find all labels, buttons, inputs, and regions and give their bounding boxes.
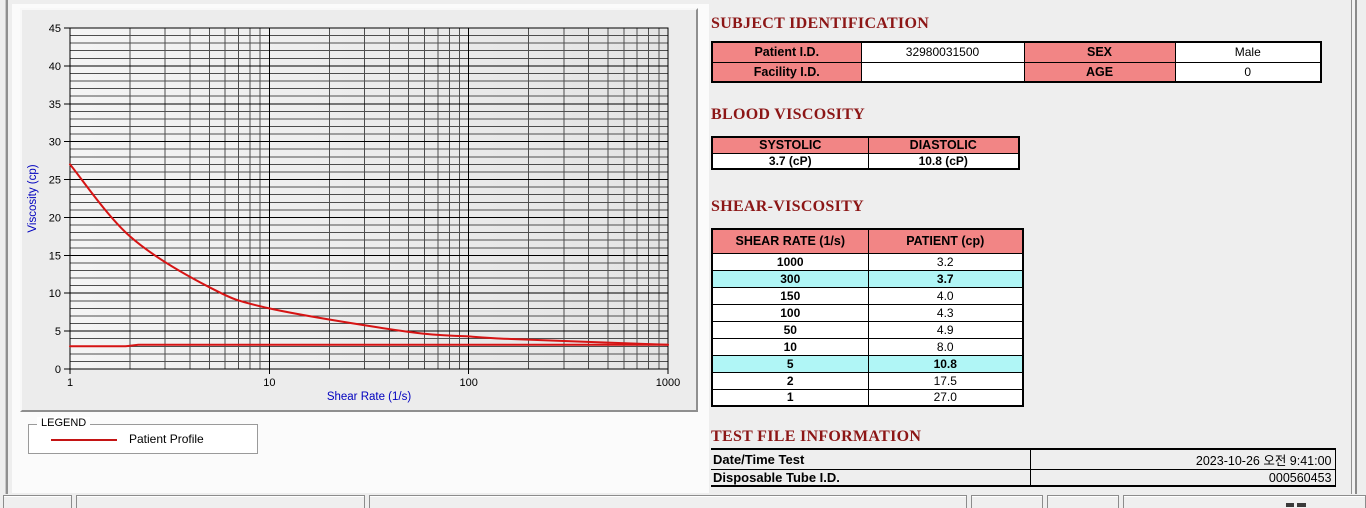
shear-rate-cell: 5: [711, 354, 869, 373]
table-row: 1 27.0: [711, 388, 1024, 407]
sex-label: SEX: [1023, 41, 1176, 63]
y-axis-label: Viscosity (cp): [27, 164, 39, 232]
window-right-border: [1351, 0, 1357, 494]
patient-id-value: 32980031500: [860, 41, 1025, 63]
patient-cp-cell: 8.0: [867, 337, 1024, 356]
shear-rate-cell: 2: [711, 371, 869, 390]
shear-rate-cell: 1: [711, 388, 869, 407]
section-title-blood-viscosity: BLOOD VISCOSITY: [711, 106, 866, 123]
y-tick-label: 25: [49, 175, 61, 187]
test-file-table: Date/Time Test 2023-10-26 오전 9:41:00 Dis…: [711, 448, 1336, 487]
window-left-border: [5, 0, 8, 494]
table-row: 50 4.9: [711, 320, 1024, 339]
section-title-shear-viscosity: SHEAR-VISCOSITY: [711, 198, 864, 215]
facility-id-value: [860, 61, 1025, 83]
table-row: Facility I.D. AGE 0: [711, 61, 1322, 83]
bottom-toolbar-button[interactable]: [971, 495, 1043, 508]
x-tick-label: 10: [263, 377, 275, 389]
clipped-status-text: [1286, 503, 1294, 507]
y-tick-label: 10: [49, 288, 61, 300]
systolic-value: 3.7 (cP): [711, 152, 869, 170]
bottom-toolbar-button[interactable]: [1123, 495, 1366, 508]
table-row: 5 10.8: [711, 354, 1024, 373]
shear-rate-cell: 100: [711, 303, 869, 322]
x-axis-label: Shear Rate (1/s): [327, 391, 412, 403]
viscosity-chart: 0 5 10 15 20 25 30 35 40 45 1 10 100 1000 Shear Rate (…: [20, 8, 698, 412]
chart-grid: [64, 27, 669, 374]
age-label: AGE: [1023, 61, 1176, 83]
table-row: SYSTOLIC DIASTOLIC: [711, 136, 1020, 154]
patient-cp-cell: 10.8: [867, 354, 1024, 373]
shear-rate-cell: 50: [711, 320, 869, 339]
patient-cp-cell: 27.0: [867, 388, 1024, 407]
y-tick-label: 5: [55, 326, 61, 338]
systolic-header: SYSTOLIC: [711, 136, 869, 154]
clipped-status-text: [1297, 503, 1306, 507]
table-row: 100 4.3: [711, 303, 1024, 322]
patient-cp-cell: 4.3: [867, 303, 1024, 322]
table-row: Patient I.D. 32980031500 SEX Male: [711, 41, 1322, 63]
x-tick-label: 100: [459, 377, 477, 389]
shear-rate-header: SHEAR RATE (1/s): [711, 228, 869, 254]
disposable-tube-id-label: Disposable Tube I.D.: [711, 469, 1030, 487]
shear-rate-cell: 1000: [711, 252, 869, 271]
sex-value: Male: [1174, 41, 1322, 63]
shear-viscosity-table: SHEAR RATE (1/s) PATIENT (cp) 1000 3.2 300…: [711, 228, 1024, 407]
status-bar: [0, 495, 1366, 508]
patient-cp-header: PATIENT (cp): [867, 228, 1024, 254]
section-title-test-file-information: TEST FILE INFORMATION: [711, 428, 922, 445]
bottom-toolbar-button[interactable]: [369, 495, 967, 508]
patient-cp-cell: 3.2: [867, 252, 1024, 271]
section-title-subject-identification: SUBJECT IDENTIFICATION: [711, 15, 930, 32]
y-tick-label: 45: [49, 23, 61, 35]
shear-rate-cell: 150: [711, 286, 869, 305]
bottom-toolbar-button[interactable]: [1047, 495, 1119, 508]
patient-cp-cell: 4.0: [867, 286, 1024, 305]
series-baseline: [69, 343, 669, 348]
diastolic-header: DIASTOLIC: [867, 136, 1020, 154]
bottom-toolbar-button[interactable]: [3, 495, 72, 508]
y-tick-label: 40: [49, 61, 61, 73]
legend-entry-label: Patient Profile: [129, 432, 204, 446]
table-row: 3.7 (cP) 10.8 (cP): [711, 152, 1020, 170]
date-time-test-label: Date/Time Test: [711, 448, 1030, 470]
subject-table: Patient I.D. 32980031500 SEX Male Facili…: [711, 41, 1322, 83]
diastolic-value: 10.8 (cP): [867, 152, 1020, 170]
blood-viscosity-table: SYSTOLIC DIASTOLIC 3.7 (cP) 10.8 (cP): [711, 136, 1020, 170]
patient-cp-cell: 17.5: [867, 371, 1024, 390]
table-row: 150 4.0: [711, 286, 1024, 305]
legend-group: LEGEND Patient Profile: [28, 417, 258, 454]
chart-svg: 0 5 10 15 20 25 30 35 40 45 1 10 100 1000 Shear Rate (…: [27, 23, 680, 403]
legend-line-sample: [51, 439, 117, 441]
bottom-toolbar-button[interactable]: [76, 495, 365, 508]
table-row: 300 3.7: [711, 269, 1024, 288]
patient-cp-cell: 4.9: [867, 320, 1024, 339]
table-row: 2 17.5: [711, 371, 1024, 390]
table-row: Date/Time Test 2023-10-26 오전 9:41:00: [711, 448, 1336, 470]
x-tick-label: 1: [67, 377, 73, 389]
y-tick-label: 15: [49, 250, 61, 262]
patient-id-label: Patient I.D.: [711, 41, 862, 63]
table-row: 1000 3.2: [711, 252, 1024, 271]
shear-rate-cell: 300: [711, 269, 869, 288]
disposable-tube-id-value: 000560453: [1029, 469, 1336, 487]
legend-title: LEGEND: [37, 417, 91, 429]
age-value: 0: [1174, 61, 1322, 83]
patient-cp-cell: 3.7: [867, 269, 1024, 288]
table-header-row: SHEAR RATE (1/s) PATIENT (cp): [711, 228, 1024, 254]
table-row: 10 8.0: [711, 337, 1024, 356]
shear-rate-cell: 10: [711, 337, 869, 356]
x-tick-label: 1000: [656, 377, 680, 389]
y-tick-label: 35: [49, 99, 61, 111]
y-tick-label: 30: [49, 137, 61, 149]
facility-id-label: Facility I.D.: [711, 61, 862, 83]
y-tick-label: 20: [49, 212, 61, 224]
table-row: Disposable Tube I.D. 000560453: [711, 469, 1336, 487]
chart-panel: 0 5 10 15 20 25 30 35 40 45 1 10 100 1000 Shear Rate (…: [12, 4, 709, 493]
date-time-test-value: 2023-10-26 오전 9:41:00: [1029, 448, 1336, 470]
series-patient-profile: [69, 163, 669, 346]
y-tick-label: 0: [55, 364, 61, 376]
